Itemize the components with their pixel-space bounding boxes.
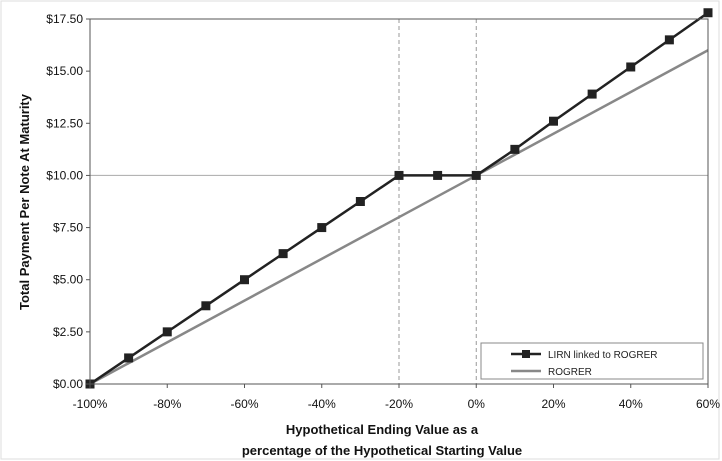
data-point-0-12 <box>549 116 558 126</box>
x-tick-label-4: -20% <box>385 397 413 411</box>
x-tick-label-0: -100% <box>73 397 108 411</box>
x-tick-label-2: -60% <box>230 397 258 411</box>
legend-label-lirn: LIRN linked to ROGRER <box>548 350 657 361</box>
data-point-0-14 <box>626 62 636 72</box>
data-point-0-4 <box>240 275 249 285</box>
data-point-0-5 <box>278 249 288 259</box>
legend: LIRN linked to ROGRER ROGRER <box>480 342 704 380</box>
y-tick-label-3: $7.50 <box>53 221 83 235</box>
y-tick-label-6: $15.00 <box>46 64 83 78</box>
data-point-0-6 <box>317 223 327 233</box>
data-point-0-2 <box>162 327 172 337</box>
data-point-0-8 <box>394 170 404 180</box>
data-point-0-10 <box>471 170 481 180</box>
y-tick-label-2: $5.00 <box>53 273 83 287</box>
legend-marker-lirn <box>522 350 530 358</box>
data-point-0-9 <box>433 170 443 180</box>
x-axis-title-line-1: Hypothetical Ending Value as a <box>286 422 479 437</box>
data-point-0-11 <box>510 144 520 154</box>
data-point-0-13 <box>587 89 597 99</box>
x-tick-label-8: 60% <box>696 397 720 411</box>
x-axis-title-line-2: percentage of the Hypothetical Starting … <box>242 443 522 458</box>
data-point-0-3 <box>201 301 211 311</box>
y-tick-label-1: $2.50 <box>53 325 83 339</box>
data-point-0-16 <box>703 8 713 18</box>
y-tick-label-4: $10.00 <box>46 168 83 182</box>
y-tick-label-7: $17.50 <box>46 12 83 26</box>
series-line-1 <box>89 49 709 386</box>
x-tick-label-5: 0% <box>468 397 486 411</box>
y-axis-title: Total Payment Per Note At Maturity <box>17 93 32 310</box>
data-point-0-7 <box>355 197 365 206</box>
y-tick-label-0: $0.00 <box>53 377 83 391</box>
data-point-0-15 <box>664 35 674 45</box>
data-point-0-1 <box>124 353 134 363</box>
y-tick-label-5: $12.50 <box>46 116 83 130</box>
x-tick-label-1: -80% <box>153 397 181 411</box>
tick-layer: $0.00 $2.50 $5.00 $7.50 $10.00 $12.50 $15.00 $1… <box>46 12 720 411</box>
x-tick-label-3: -40% <box>308 397 336 411</box>
legend-label-rogrer: ROGRER <box>548 367 592 378</box>
legend-box <box>480 342 704 380</box>
x-tick-label-7: 40% <box>619 397 643 411</box>
x-tick-label-6: 20% <box>541 397 565 411</box>
